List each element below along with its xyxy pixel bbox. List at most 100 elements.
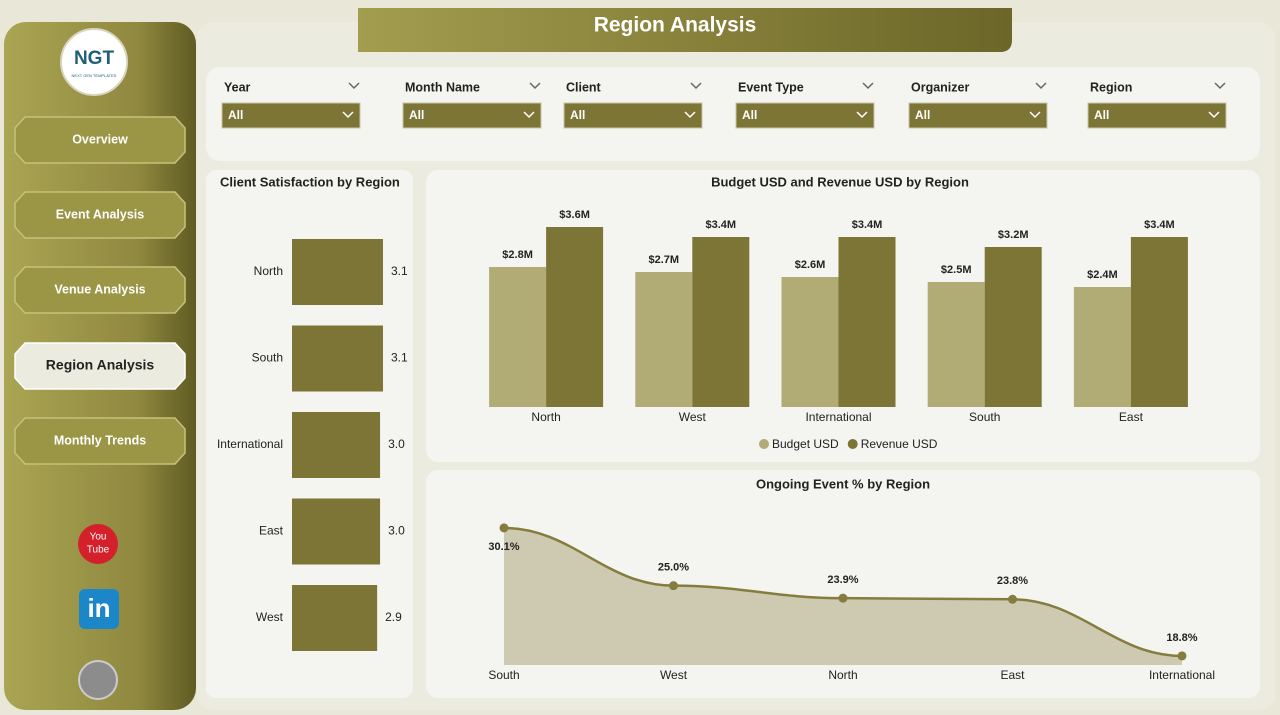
youtube-text: Tube (87, 545, 110, 556)
bar (927, 282, 985, 407)
nav-label: Venue Analysis (54, 282, 145, 296)
nav-button[interactable] (14, 417, 186, 465)
nav-button[interactable] (14, 116, 186, 164)
nav-button[interactable] (14, 266, 186, 314)
chevron (1035, 82, 1047, 90)
filter-dropdown[interactable] (563, 102, 703, 129)
data-label: 25.0% (658, 562, 689, 574)
x-tick-label: East (1000, 668, 1025, 682)
point (1177, 651, 1187, 661)
linkedin-text: in (87, 593, 110, 623)
data-label: 3.0 (388, 437, 405, 451)
title-banner (358, 8, 1012, 52)
bar (292, 325, 383, 392)
category-label: West (256, 610, 284, 624)
data-label: $2.5M (941, 264, 972, 276)
filter-label: Client (566, 80, 602, 94)
filter-value: All (742, 108, 757, 122)
x-tick-label: International (1149, 668, 1215, 682)
data-label: $3.2M (998, 229, 1029, 241)
chevron (348, 82, 360, 90)
legend-marker (759, 439, 769, 449)
data-label: 23.8% (997, 575, 1028, 587)
chevron (342, 111, 354, 119)
data-label: $3.4M (1144, 219, 1175, 231)
filter-value: All (570, 108, 585, 122)
filter-dropdown[interactable] (221, 102, 361, 129)
x-tick-label: International (805, 410, 871, 424)
nav-label: Overview (72, 132, 128, 146)
website-icon[interactable] (78, 660, 118, 700)
filter-dropdown[interactable] (1087, 102, 1227, 129)
point (1008, 594, 1017, 604)
chart-title: Budget USD and Revenue USD by Region (711, 174, 969, 189)
data-label: 30.1% (488, 541, 519, 553)
nav-label: Monthly Trends (54, 433, 146, 447)
chevron (690, 82, 702, 90)
chart-title: Ongoing Event % by Region (756, 476, 930, 491)
bar (692, 237, 750, 407)
filter-label: Event Type (738, 80, 804, 94)
point (838, 593, 848, 603)
legend-label: Budget USD (772, 437, 839, 451)
chart-title: Client Satisfaction by Region (220, 174, 400, 189)
data-label: $2.4M (1087, 269, 1118, 281)
data-label: 23.9% (827, 574, 858, 586)
logo (60, 28, 128, 96)
chart-panel (426, 470, 1260, 698)
chevron (684, 111, 696, 119)
filter-label: Year (224, 80, 251, 94)
filter-dropdown[interactable] (908, 102, 1048, 129)
chevron (529, 82, 541, 90)
nav-button-active[interactable] (14, 342, 186, 390)
nav-label: Region Analysis (46, 357, 155, 373)
legend-marker (847, 439, 858, 449)
data-label: $2.8M (502, 249, 533, 261)
bar (1073, 287, 1131, 407)
data-label: $2.6M (795, 259, 826, 271)
legend-label: Revenue USD (861, 437, 938, 451)
bar (838, 237, 896, 407)
filter-value: All (228, 108, 243, 122)
x-tick-label: West (679, 410, 707, 424)
chevron (1029, 111, 1041, 119)
filter-value: All (409, 108, 424, 122)
youtube-icon[interactable] (78, 524, 118, 564)
linkedin-icon[interactable] (79, 589, 119, 629)
data-label: $3.4M (852, 219, 883, 231)
logo-tagline: NEXT GEN TEMPLATES (72, 73, 117, 78)
filter-dropdown[interactable] (402, 102, 542, 129)
bar (635, 272, 693, 407)
nav-button[interactable] (14, 191, 186, 239)
x-tick-label: West (660, 668, 688, 682)
x-tick-label: South (488, 668, 519, 682)
bar (984, 247, 1042, 407)
data-label: $2.7M (649, 254, 680, 266)
chevron (862, 82, 874, 90)
youtube-text: You (90, 532, 107, 543)
point (499, 523, 509, 533)
point (669, 581, 678, 591)
x-tick-label: North (531, 410, 560, 424)
nav-label: Event Analysis (56, 207, 145, 221)
data-label: 3.1 (391, 264, 408, 278)
chevron (856, 111, 868, 119)
bar (546, 227, 604, 407)
x-tick-label: East (1119, 410, 1144, 424)
bar (292, 412, 381, 478)
filter-value: All (1094, 108, 1109, 122)
filter-value: All (915, 108, 930, 122)
filter-label: Organizer (911, 80, 969, 94)
category-label: International (217, 437, 283, 451)
page-title: Region Analysis (594, 14, 757, 37)
category-label: South (252, 351, 283, 365)
x-tick-label: South (969, 410, 1000, 424)
bar (292, 498, 381, 565)
data-label: $3.4M (706, 219, 737, 231)
data-label: 2.9 (385, 610, 402, 624)
data-label: $3.6M (559, 209, 590, 221)
bar (781, 277, 839, 407)
filter-dropdown[interactable] (735, 102, 875, 129)
chevron (1214, 82, 1226, 90)
